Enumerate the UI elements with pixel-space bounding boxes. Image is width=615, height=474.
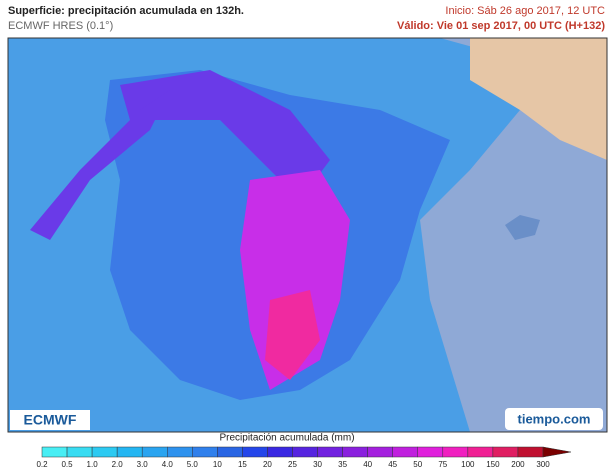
legend-title: Precipitación acumulada (mm)	[219, 433, 354, 444]
ecmwf-logo-box	[10, 410, 90, 430]
france	[470, 38, 607, 160]
legend-label: 5.0	[187, 460, 199, 469]
legend-swatch	[41, 446, 68, 458]
valid-time: Válido: Vie 01 sep 2017, 00 UTC (H+132)	[397, 20, 605, 32]
legend-label: 75	[438, 460, 447, 469]
rain-band-north	[120, 70, 330, 200]
legend-swatch	[417, 446, 444, 458]
legend-label: 40	[363, 460, 372, 469]
legend-label: 10	[213, 460, 222, 469]
init-time: Inicio: Sáb 26 ago 2017, 12 UTC	[445, 5, 605, 17]
legend-swatch	[317, 446, 343, 458]
rain-max	[265, 290, 320, 380]
legend-label: 15	[238, 460, 247, 469]
ecmwf-logo: ECMWF	[24, 412, 77, 428]
legend-swatch	[442, 446, 469, 458]
legend-swatch	[242, 446, 268, 458]
legend-label: 150	[486, 460, 500, 469]
legend-label: 4.0	[162, 460, 174, 469]
legend-swatch	[91, 446, 118, 458]
legend-swatch	[116, 446, 143, 458]
legend-label: 45	[388, 460, 397, 469]
legend: 0.2 0.5 1.0 2.0 3.0 4.0 5.0 10 15 20 25 30 35 40 45 50 7…	[36, 446, 572, 469]
legend-swatch	[367, 446, 393, 458]
legend-swatch	[267, 446, 293, 458]
legend-swatch	[467, 446, 494, 458]
legend-label: 2.0	[112, 460, 124, 469]
legend-swatch	[217, 446, 243, 458]
map-title: Superficie: precipitación acumulada en 1…	[8, 5, 244, 17]
map: ECMWF tiempo.com	[7, 37, 608, 433]
legend-label: 200	[511, 460, 525, 469]
legend-label: 3.0	[137, 460, 149, 469]
legend-label: 20	[263, 460, 272, 469]
legend-swatch	[66, 446, 93, 458]
map-frame	[7, 37, 608, 433]
island	[505, 215, 540, 240]
legend-arrow	[542, 446, 572, 458]
legend-label: 25	[288, 460, 297, 469]
legend-swatch	[292, 446, 318, 458]
legend-swatch	[192, 446, 218, 458]
legend-label: 100	[461, 460, 475, 469]
legend-label: 35	[338, 460, 347, 469]
legend-swatch	[342, 446, 368, 458]
legend-swatch	[141, 446, 168, 458]
tiempo-logo-box	[505, 408, 603, 430]
model-label: ECMWF HRES (0.1°)	[8, 20, 113, 32]
legend-label: 0.2	[36, 460, 48, 469]
legend-label: 30	[313, 460, 322, 469]
legend-swatch	[392, 446, 419, 458]
tiempo-logo: tiempo.com	[518, 411, 591, 426]
legend-swatch	[492, 446, 519, 458]
legend-label: 1.0	[87, 460, 99, 469]
legend-label: 50	[413, 460, 422, 469]
legend-label: 0.5	[61, 460, 73, 469]
legend-swatch	[167, 446, 193, 458]
legend-label: 300	[536, 460, 550, 469]
rain-band-atlantic	[30, 90, 170, 240]
legend-swatch	[517, 446, 544, 458]
